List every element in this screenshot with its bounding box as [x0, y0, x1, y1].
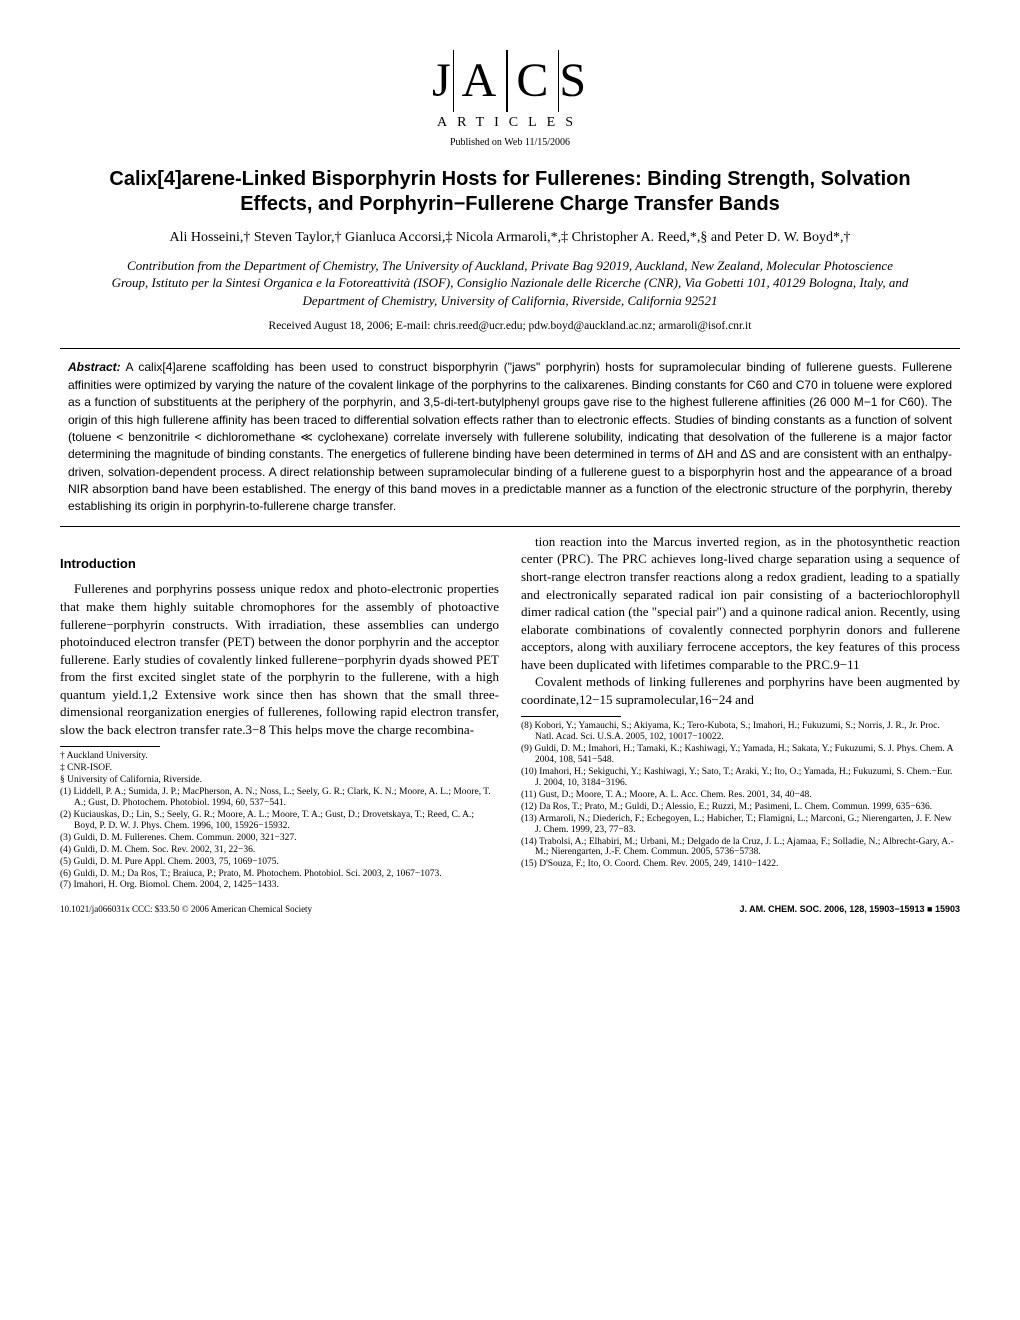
footnote-item: § University of California, Riverside.	[60, 775, 499, 786]
footer-right: J. AM. CHEM. SOC. 2006, 128, 15903−15913…	[740, 904, 961, 916]
footnote-item: (9) Guldi, D. M.; Imahori, H.; Tamaki, K…	[521, 744, 960, 766]
affiliation: Contribution from the Department of Chem…	[110, 257, 910, 310]
page-footer: 10.1021/ja066031x CCC: $33.50 © 2006 Ame…	[60, 904, 960, 916]
received-line: Received August 18, 2006; E-mail: chris.…	[60, 319, 960, 334]
articles-label: ARTICLES	[60, 114, 960, 132]
rule-top	[60, 348, 960, 349]
footnote-item: (8) Kobori, Y.; Yamauchi, S.; Akiyama, K…	[521, 721, 960, 743]
abstract: Abstract: A calix[4]arene scaffolding ha…	[68, 359, 952, 516]
abstract-text: A calix[4]arene scaffolding has been use…	[68, 360, 952, 513]
abstract-label: Abstract:	[68, 360, 121, 374]
footnotes-right: (8) Kobori, Y.; Yamauchi, S.; Akiyama, K…	[521, 721, 960, 870]
footnote-item: ‡ CNR-ISOF.	[60, 763, 499, 774]
author-list: Ali Hosseini,† Steven Taylor,† Gianluca …	[100, 229, 920, 247]
body-columns: Introduction Fullerenes and porphyrins p…	[60, 533, 960, 893]
footnote-item: (14) Trabolsi, A.; Elhabiri, M.; Urbani,…	[521, 837, 960, 859]
jacs-letters: JACS	[60, 50, 960, 112]
article-title: Calix[4]arene-Linked Bisporphyrin Hosts …	[100, 167, 920, 217]
rule-bottom	[60, 526, 960, 527]
body-paragraph: Covalent methods of linking fullerenes a…	[521, 673, 960, 708]
body-paragraph: Fullerenes and porphyrins possess unique…	[60, 580, 499, 738]
footnote-item: (6) Guldi, D. M.; Da Ros, T.; Braiuca, P…	[60, 869, 499, 880]
footnote-item: (13) Armaroli, N.; Diederich, F.; Echego…	[521, 814, 960, 836]
body-paragraph: tion reaction into the Marcus inverted r…	[521, 533, 960, 673]
footnote-separator	[60, 746, 160, 747]
footnote-item: (15) D'Souza, F.; Ito, O. Coord. Chem. R…	[521, 859, 960, 870]
footnote-item: (5) Guldi, D. M. Pure Appl. Chem. 2003, …	[60, 857, 499, 868]
footer-left: 10.1021/ja066031x CCC: $33.50 © 2006 Ame…	[60, 904, 312, 916]
footnotes-left: † Auckland University.‡ CNR-ISOF.§ Unive…	[60, 751, 499, 891]
footnote-item: † Auckland University.	[60, 751, 499, 762]
footnote-item: (4) Guldi, D. M. Chem. Soc. Rev. 2002, 3…	[60, 845, 499, 856]
pub-date: Published on Web 11/15/2006	[60, 136, 960, 149]
footnote-item: (10) Imahori, H.; Sekiguchi, Y.; Kashiwa…	[521, 767, 960, 789]
footnote-item: (11) Gust, D.; Moore, T. A.; Moore, A. L…	[521, 790, 960, 801]
journal-logo: JACS ARTICLES Published on Web 11/15/200…	[60, 50, 960, 149]
footnote-item: (1) Liddell, P. A.; Sumida, J. P.; MacPh…	[60, 787, 499, 809]
footnote-item: (2) Kuciauskas, D.; Lin, S.; Seely, G. R…	[60, 810, 499, 832]
footnote-separator	[521, 716, 621, 717]
footnote-item: (7) Imahori, H. Org. Biomol. Chem. 2004,…	[60, 880, 499, 891]
section-heading-intro: Introduction	[60, 555, 499, 573]
footnote-item: (12) Da Ros, T.; Prato, M.; Guldi, D.; A…	[521, 802, 960, 813]
footnote-item: (3) Guldi, D. M. Fullerenes. Chem. Commu…	[60, 833, 499, 844]
